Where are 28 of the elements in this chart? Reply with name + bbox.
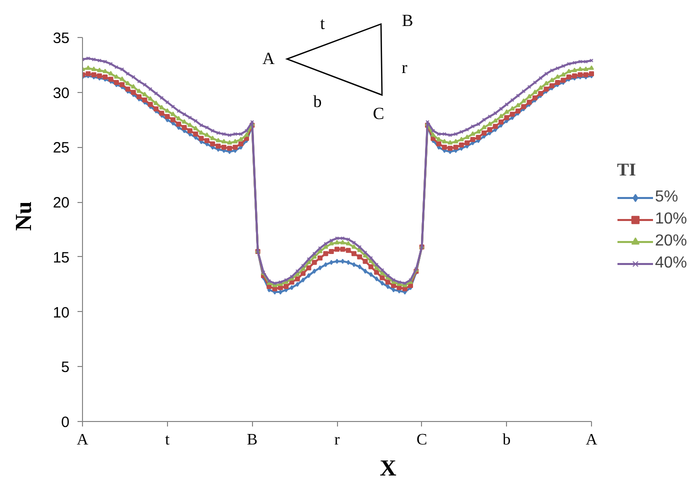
x-tick-label: A <box>586 432 598 448</box>
legend-label: 40% <box>654 254 687 272</box>
x-tick-label: A <box>76 432 89 448</box>
y-tick-label: 25 <box>52 140 70 157</box>
x-tick-label: t <box>165 432 170 448</box>
annotation: b <box>313 92 322 111</box>
annotation: r <box>402 58 408 77</box>
y-tick-label: 0 <box>61 414 70 431</box>
legend-label: 10% <box>654 210 687 228</box>
y-tick-label: 35 <box>52 30 70 47</box>
y-tick-label: 10 <box>52 304 70 322</box>
legend-title: TI <box>616 159 637 180</box>
x-axis-title: X <box>380 456 397 480</box>
x-tick-label: b <box>502 432 511 448</box>
legend-label: 20% <box>654 232 687 250</box>
text: t <box>320 14 326 33</box>
y-axis-title: Nu <box>10 201 36 231</box>
y-tick-label: 15 <box>52 249 70 266</box>
y-tick-label: 20 <box>52 194 70 212</box>
legend-label: 5% <box>654 188 678 206</box>
annotation: C <box>372 104 384 123</box>
annotation: A <box>262 49 276 68</box>
y-tick-label: 30 <box>52 84 70 102</box>
y-tick-label: 5 <box>61 359 70 376</box>
x-tick-label: r <box>334 432 340 448</box>
text: B <box>402 11 414 30</box>
x-tick-label: B <box>246 432 258 448</box>
x-tick-label: C <box>416 432 428 448</box>
